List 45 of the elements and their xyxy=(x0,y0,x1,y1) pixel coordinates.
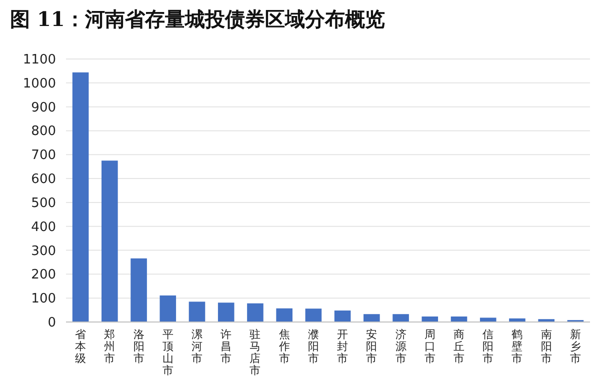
bar xyxy=(188,302,206,322)
x-tick-label: 省本级 xyxy=(75,328,86,365)
x-tick-label: 开封市 xyxy=(337,328,348,365)
y-tick-label: 800 xyxy=(31,124,56,140)
x-tick-label: 驻马店市 xyxy=(250,328,261,377)
bar xyxy=(364,314,380,322)
chart-title: 图 11：河南省存量城投债券区域分布概览 xyxy=(10,7,385,31)
x-tick-label: 漯河市 xyxy=(192,328,202,365)
bar xyxy=(160,295,176,322)
x-tick-label: 许昌市 xyxy=(220,328,232,365)
y-tick-label: 100 xyxy=(31,292,56,307)
bar xyxy=(305,308,322,322)
x-tick-label: 焦作市 xyxy=(278,328,290,365)
x-tick-label: 鹤壁市 xyxy=(512,328,523,365)
bar xyxy=(218,302,234,322)
x-tick-label: 平顶山市 xyxy=(162,328,174,377)
bar xyxy=(102,160,118,322)
y-tick-label: 1000 xyxy=(22,76,56,92)
x-tick-label: 信阳市 xyxy=(482,328,494,365)
y-tick-label: 400 xyxy=(31,220,56,235)
x-tick-label: 洛阳市 xyxy=(133,328,144,365)
x-tick-label: 濮阳市 xyxy=(308,328,319,365)
bar xyxy=(480,318,496,322)
y-tick-label: 1100 xyxy=(22,52,56,68)
y-tick-label: 900 xyxy=(31,100,56,116)
y-tick-label: 700 xyxy=(31,148,56,164)
bar xyxy=(334,310,351,322)
y-tick-label: 600 xyxy=(31,172,56,188)
bar xyxy=(130,258,147,322)
x-tick-label: 安阳市 xyxy=(366,328,378,365)
y-tick-label: 500 xyxy=(31,196,56,211)
x-tick-label: 商丘市 xyxy=(454,328,464,365)
bar xyxy=(422,316,438,322)
y-tick-label: 200 xyxy=(31,268,56,283)
x-tick-label: 南阳市 xyxy=(540,328,552,365)
bar xyxy=(392,314,409,322)
bar xyxy=(247,303,264,322)
x-tick-label: 济源市 xyxy=(395,328,406,365)
x-tick-label: 周口市 xyxy=(424,328,436,365)
y-tick-label: 300 xyxy=(31,244,56,259)
bar xyxy=(72,72,89,322)
bar xyxy=(276,308,292,322)
y-tick-label: 0 xyxy=(48,316,56,330)
x-tick-label: 郑州市 xyxy=(104,328,116,365)
x-tick-label: 新乡市 xyxy=(570,328,581,365)
